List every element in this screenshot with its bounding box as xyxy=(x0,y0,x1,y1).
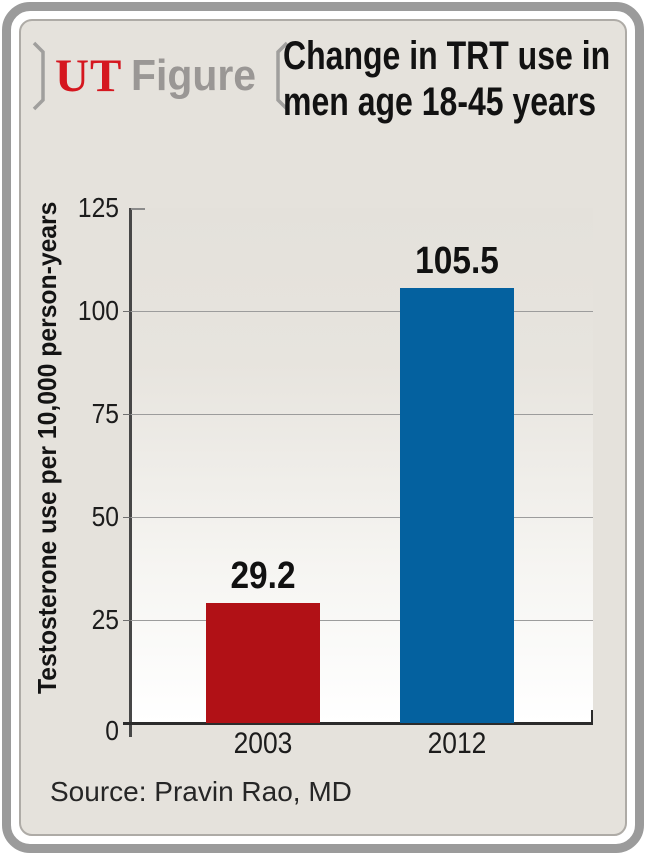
figure-title: Change in TRT use in men age 18-45 years xyxy=(283,33,610,125)
bar-2012 xyxy=(400,288,514,723)
logo-right-bracket-icon xyxy=(276,41,288,111)
y-tick-label-75: 75 xyxy=(91,398,119,429)
figure-title-line2: men age 18-45 years xyxy=(283,80,597,124)
y-tick-label-100: 100 xyxy=(77,295,119,326)
ut-figure-logo: UT Figure xyxy=(32,40,289,112)
logo-figure-text: Figure xyxy=(131,51,257,100)
y-tick-label-25: 25 xyxy=(91,604,119,635)
x-tick-label-2003: 2003 xyxy=(233,727,293,760)
bar-value-label-2012: 105.5 xyxy=(415,240,499,283)
y-tick-label-0: 0 xyxy=(105,715,119,746)
gridline-75 xyxy=(131,414,593,415)
figure-title-line1: Change in TRT use in xyxy=(283,34,611,78)
bar-2003 xyxy=(206,602,320,723)
gridline-50 xyxy=(131,517,593,518)
y-tick-mark-50 xyxy=(123,517,131,518)
y-tick-mark-100 xyxy=(123,311,131,312)
logo-left-bracket-icon xyxy=(32,41,45,111)
x-tick-label-2012: 2012 xyxy=(427,727,487,760)
y-tick-mark-75 xyxy=(123,414,131,415)
y-tick-label-50: 50 xyxy=(91,501,119,532)
logo-ut-text: UT xyxy=(55,49,123,102)
gridline-25 xyxy=(131,620,593,621)
y-axis-line xyxy=(129,208,132,737)
bar-value-label-2003: 29.2 xyxy=(230,554,296,597)
y-axis-top-tick xyxy=(131,208,145,210)
y-axis-label: Testosterone use per 10,000 person-years xyxy=(32,201,62,694)
x-axis-end-tick xyxy=(590,710,593,723)
x-axis-line xyxy=(123,721,593,725)
bar-chart-plot-area: 0 25 50 75 100 125 29.2 2003 105.5 2012 xyxy=(78,194,593,759)
source-credit: Source: Pravin Rao, MD xyxy=(50,776,352,807)
gridline-100 xyxy=(131,311,593,312)
y-tick-label-125: 125 xyxy=(77,192,119,223)
y-tick-mark-25 xyxy=(123,620,131,621)
